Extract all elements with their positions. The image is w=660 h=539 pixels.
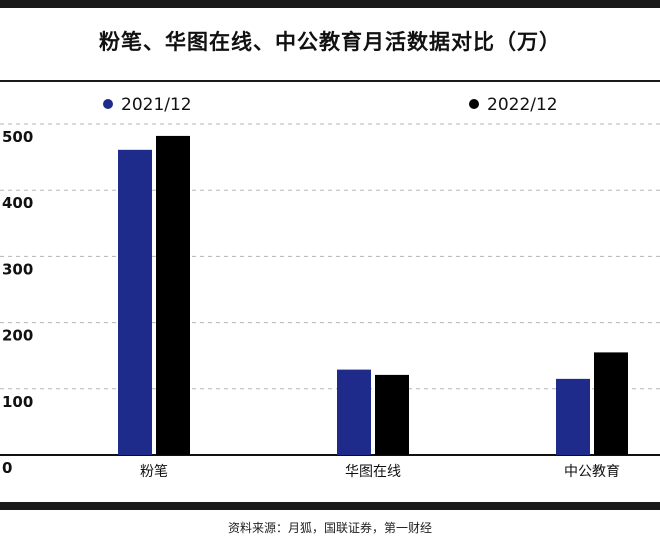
bottom-rule bbox=[0, 502, 660, 510]
y-tick-label: 0 bbox=[2, 459, 12, 477]
legend-marker bbox=[469, 99, 479, 109]
y-tick-labels: 0 100 200 300 400 500 bbox=[2, 128, 33, 477]
category-label: 中公教育 bbox=[564, 464, 620, 480]
legend-label: 2022/12 bbox=[487, 95, 558, 115]
legend: 2021/12 2022/12 bbox=[103, 95, 558, 115]
category-label: 华图在线 bbox=[345, 464, 401, 480]
bar bbox=[556, 378, 590, 455]
legend-label: 2021/12 bbox=[121, 95, 192, 115]
y-tick-label: 300 bbox=[2, 260, 33, 278]
legend-marker bbox=[103, 99, 113, 109]
source-note: 资料来源：月狐，国联证券，第一财经 bbox=[227, 521, 432, 535]
bar bbox=[594, 352, 628, 455]
grid-lines bbox=[0, 123, 660, 456]
bar bbox=[118, 149, 152, 455]
category-label: 粉笔 bbox=[140, 464, 168, 480]
bar bbox=[337, 369, 371, 455]
bar bbox=[375, 374, 409, 455]
category-labels: 粉笔 华图在线 中公教育 bbox=[140, 464, 620, 480]
bar bbox=[156, 135, 190, 455]
y-tick-label: 400 bbox=[2, 194, 33, 212]
bars bbox=[118, 135, 628, 455]
y-tick-label: 500 bbox=[2, 128, 33, 146]
y-tick-label: 200 bbox=[2, 327, 33, 345]
y-tick-label: 100 bbox=[2, 393, 33, 411]
chart-title: 粉笔、华图在线、中公教育月活数据对比（万） bbox=[99, 30, 561, 54]
title-rule bbox=[0, 80, 660, 82]
top-rule bbox=[0, 0, 660, 8]
